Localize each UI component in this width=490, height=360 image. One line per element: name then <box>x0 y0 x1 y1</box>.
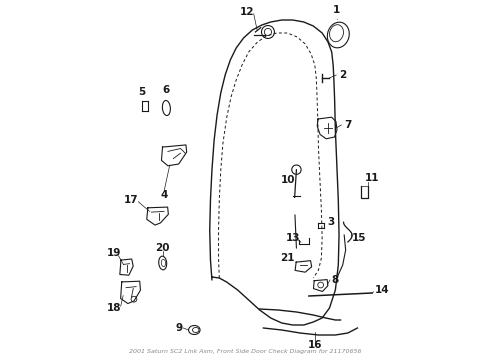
Text: 8: 8 <box>332 275 339 285</box>
Text: 13: 13 <box>286 233 300 243</box>
Text: 12: 12 <box>240 7 254 17</box>
Text: 15: 15 <box>352 233 366 243</box>
Text: 6: 6 <box>163 85 170 95</box>
Text: 3: 3 <box>327 217 335 227</box>
Text: 17: 17 <box>124 195 139 205</box>
Text: 1: 1 <box>333 5 341 15</box>
Text: 18: 18 <box>107 303 122 313</box>
Text: 20: 20 <box>155 243 170 253</box>
Text: 2: 2 <box>339 70 346 80</box>
Text: 14: 14 <box>375 285 390 295</box>
Text: 5: 5 <box>139 87 146 97</box>
Text: 9: 9 <box>175 323 182 333</box>
Text: 21: 21 <box>280 253 294 263</box>
Text: 11: 11 <box>365 173 379 183</box>
Text: 7: 7 <box>344 120 351 130</box>
Text: 16: 16 <box>308 340 322 350</box>
Text: 2001 Saturn SC2 Link Asm, Front Side Door Check Diagram for 21170656: 2001 Saturn SC2 Link Asm, Front Side Doo… <box>129 348 361 354</box>
Text: 19: 19 <box>107 248 122 258</box>
Text: 10: 10 <box>280 175 295 185</box>
Text: 4: 4 <box>161 190 168 200</box>
